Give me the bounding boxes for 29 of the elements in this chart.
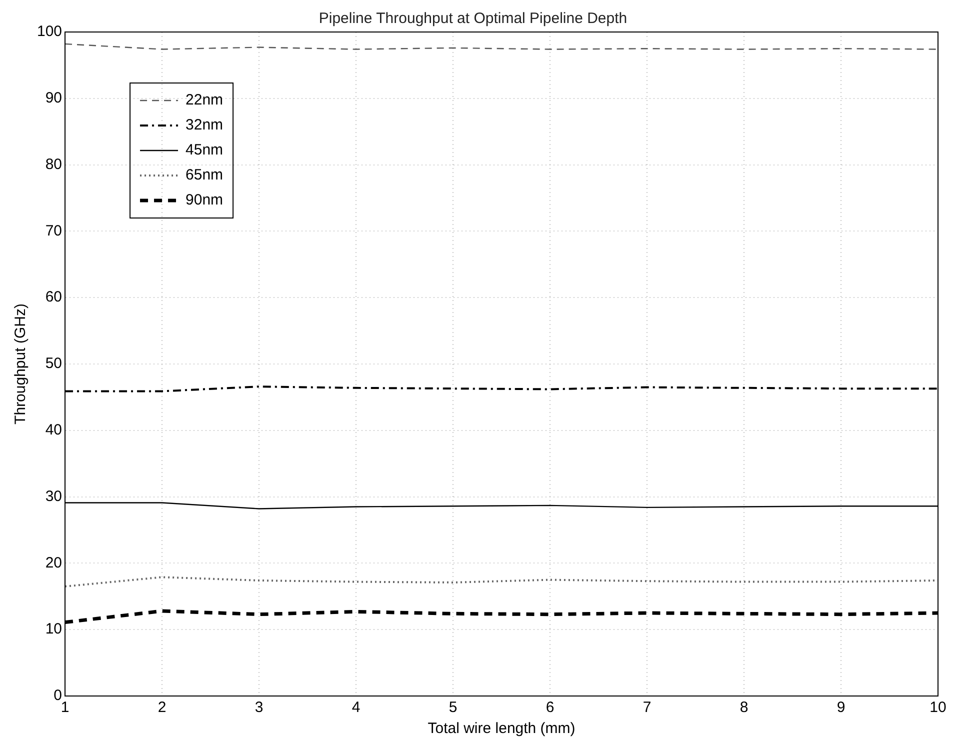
- x-tick-label: 3: [254, 699, 264, 716]
- y-tick-label: 90: [45, 90, 62, 107]
- y-tick-label: 20: [45, 554, 62, 572]
- y-tick-label: 70: [45, 222, 62, 240]
- x-tick-label: 5: [448, 699, 458, 716]
- x-tick-label: 9: [836, 699, 846, 716]
- x-tick-label: 2: [158, 699, 166, 716]
- y-tick-label: 50: [45, 355, 62, 372]
- legend-label: 65nm: [186, 166, 224, 184]
- x-tick-label: 1: [60, 699, 70, 716]
- x-tick-label: 4: [352, 699, 360, 716]
- x-tick-label: 8: [740, 699, 748, 716]
- y-tick-label: 40: [45, 422, 62, 439]
- legend-label: 90nm: [186, 192, 224, 209]
- y-tick-label: 80: [45, 156, 62, 173]
- y-tick-label: 0: [54, 687, 62, 704]
- x-tick-label: 6: [546, 699, 554, 716]
- y-tick-label: 10: [45, 620, 62, 638]
- legend-label: 45nm: [186, 142, 224, 159]
- y-tick-label: 30: [45, 488, 62, 505]
- legend-label: 22nm: [186, 92, 224, 109]
- x-tick-label: 7: [642, 699, 652, 716]
- y-tick-label: 100: [36, 23, 62, 40]
- legend-label: 32nm: [186, 116, 224, 134]
- x-axis-title: Total wire length (mm): [428, 720, 576, 738]
- chart-title: Pipeline Throughput at Optimal Pipeline Depth: [318, 10, 628, 28]
- x-tick-label: 10: [930, 699, 946, 716]
- y-axis-title: Throughput (GHz): [12, 304, 30, 424]
- y-tick-label: 60: [45, 288, 62, 306]
